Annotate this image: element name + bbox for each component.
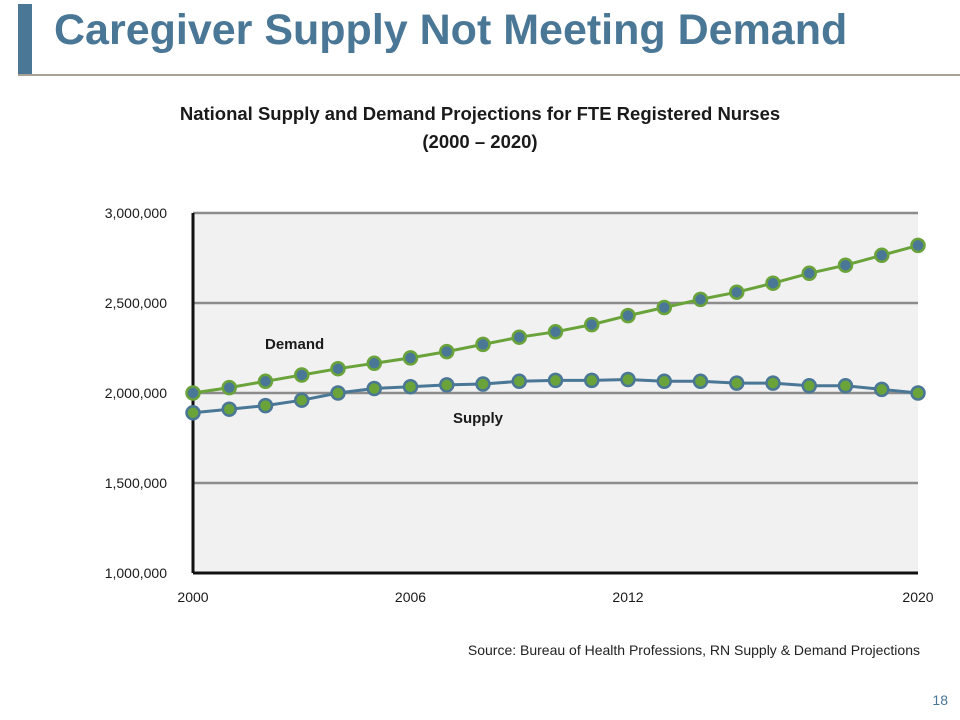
- supply-point: [185, 405, 201, 421]
- y-tick-label: 2,000,000: [105, 385, 167, 401]
- supply-point: [692, 373, 709, 390]
- demand-point: [874, 247, 890, 264]
- supply-point: [656, 373, 672, 390]
- demand-point: [475, 336, 491, 353]
- title-divider: [18, 74, 960, 76]
- supply-point: [257, 397, 274, 414]
- x-tick-label: 2020: [902, 589, 933, 605]
- x-tick-label: 2012: [612, 589, 643, 605]
- x-tick-label: 2006: [395, 589, 426, 605]
- supply-point: [547, 372, 564, 389]
- demand-point: [837, 257, 854, 273]
- supply-point: [874, 381, 890, 398]
- supply-point: [765, 375, 781, 391]
- demand-point: [765, 275, 781, 291]
- demand-point: [547, 324, 564, 340]
- demand-point: [294, 367, 310, 383]
- slide-title: Caregiver Supply Not Meeting Demand: [54, 6, 848, 54]
- demand-point: [402, 350, 419, 366]
- page-number: 18: [932, 692, 948, 708]
- supply-point: [620, 371, 636, 388]
- supply-point: [584, 372, 600, 389]
- source-note: Source: Bureau of Health Professions, RN…: [467, 642, 920, 658]
- demand-point: [910, 237, 926, 254]
- supply-point: [475, 376, 491, 392]
- supply-point: [439, 377, 455, 393]
- demand-point: [257, 373, 274, 390]
- demand-point: [185, 385, 201, 401]
- title-accent-bar: [18, 4, 32, 74]
- y-tick-label: 1,500,000: [105, 475, 167, 491]
- supply-point: [910, 385, 926, 401]
- demand-point: [692, 291, 709, 308]
- supply-point: [366, 380, 382, 397]
- x-tick-label: 2000: [177, 589, 208, 605]
- supply-point: [729, 375, 745, 391]
- demand-point: [801, 265, 817, 282]
- demand-point: [366, 355, 382, 372]
- supply-point: [402, 378, 419, 395]
- chart-title: National Supply and Demand Projections f…: [179, 103, 781, 124]
- demand-point: [584, 316, 600, 333]
- demand-point: [656, 299, 672, 316]
- demand-series-label: Demand: [265, 336, 324, 353]
- supply-series-label: Supply: [453, 410, 504, 427]
- demand-point: [221, 379, 237, 396]
- supply-point: [801, 378, 817, 394]
- demand-point: [729, 284, 745, 300]
- demand-point: [620, 307, 636, 324]
- supply-point: [511, 373, 527, 390]
- supply-point: [221, 401, 237, 417]
- demand-point: [330, 360, 346, 377]
- supply-point: [330, 385, 346, 401]
- y-tick-label: 2,500,000: [105, 295, 167, 311]
- chart-subtitle: (2000 – 2020): [422, 131, 538, 152]
- y-tick-label: 1,000,000: [105, 565, 167, 581]
- supply-point: [294, 392, 310, 408]
- demand-point: [439, 343, 455, 360]
- demand-point: [511, 329, 527, 345]
- y-tick-label: 3,000,000: [105, 205, 167, 221]
- supply-point: [837, 378, 854, 394]
